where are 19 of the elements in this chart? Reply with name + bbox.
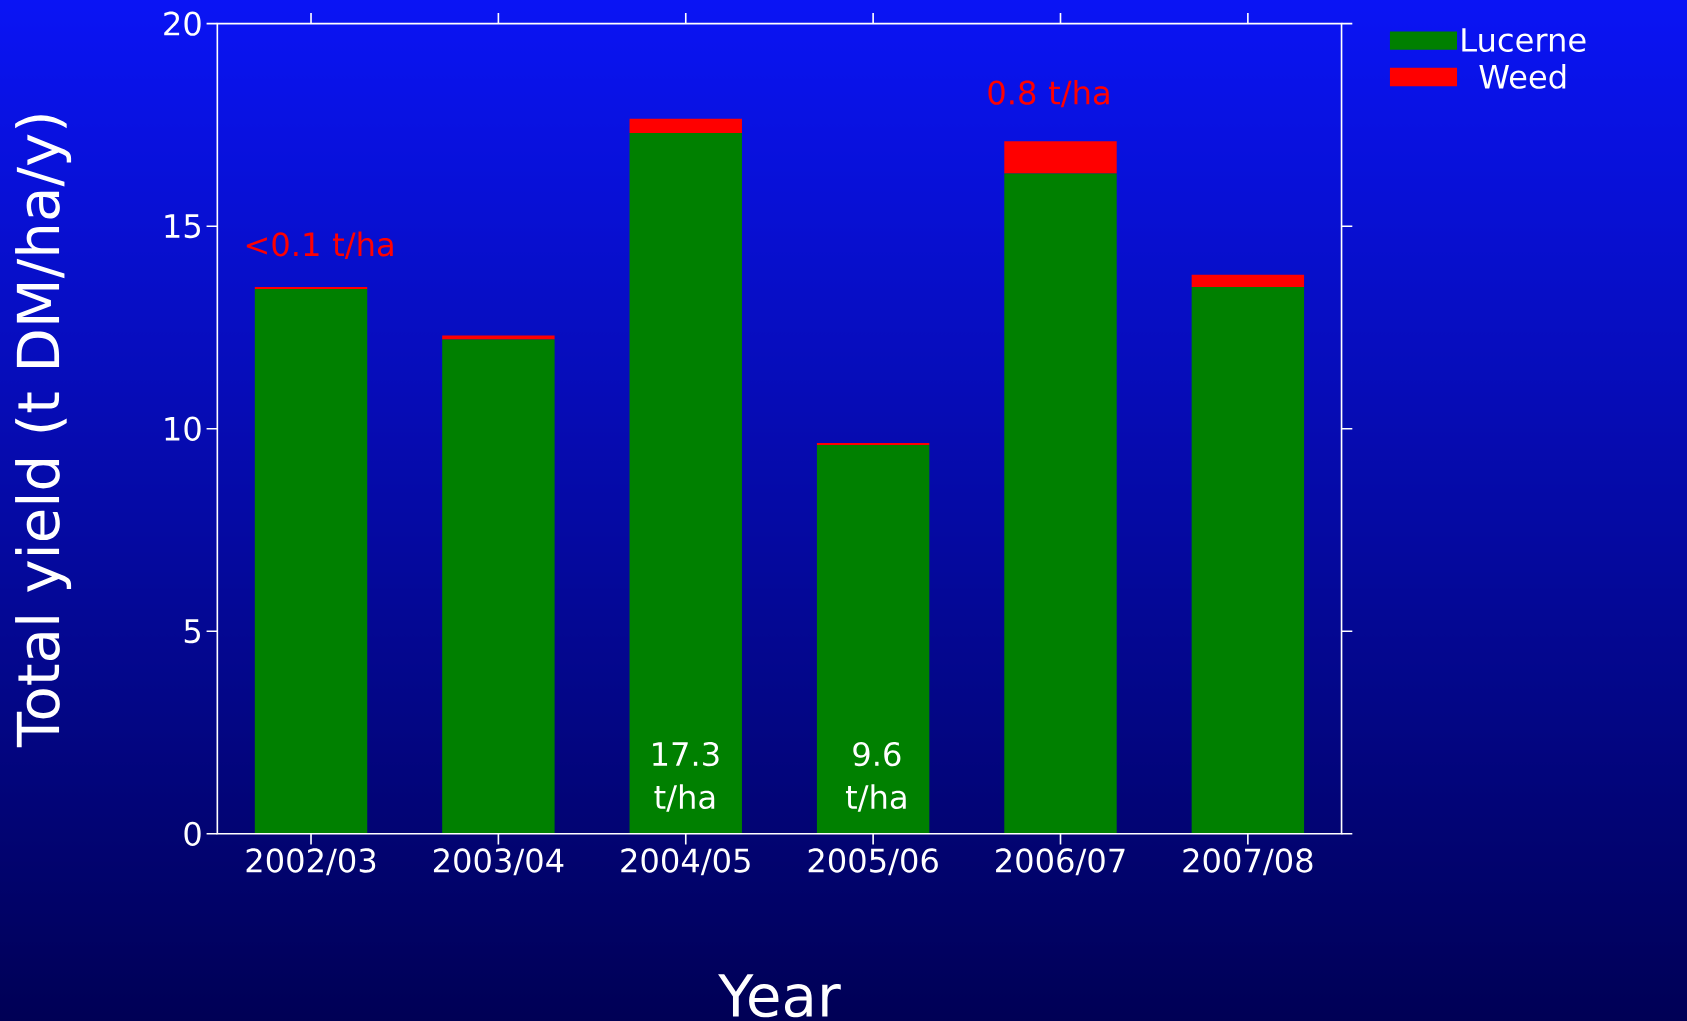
y-tick-label: 15 xyxy=(165,214,200,239)
annotation: 9.6 t/ha xyxy=(845,741,906,812)
x-axis-title: Year xyxy=(718,974,841,1018)
y-tick-label: 10 xyxy=(165,416,201,441)
annotation: 0.8 t/ha xyxy=(988,79,1109,108)
x-tick-label: 2005/06 xyxy=(808,848,938,876)
x-tick-label: 2003/04 xyxy=(433,848,564,876)
y-axis-title: Total yield (t DM/ha/y) xyxy=(15,115,72,748)
annotation: 17.3 t/ha xyxy=(653,741,719,812)
x-tick-label: 2006/07 xyxy=(996,848,1125,876)
legend-label: Weed xyxy=(1479,63,1566,89)
y-tick-label: 5 xyxy=(184,619,200,644)
x-tick-label: 2002/03 xyxy=(246,848,376,876)
x-tick-label: 2007/08 xyxy=(1183,848,1313,876)
y-tick-label: 20 xyxy=(164,11,201,36)
x-tick-label: 2004/05 xyxy=(621,848,750,876)
annotation: <0.1 t/ha xyxy=(246,231,393,259)
legend-label: Lucerne xyxy=(1462,28,1586,53)
y-tick-label: 0 xyxy=(184,821,201,846)
